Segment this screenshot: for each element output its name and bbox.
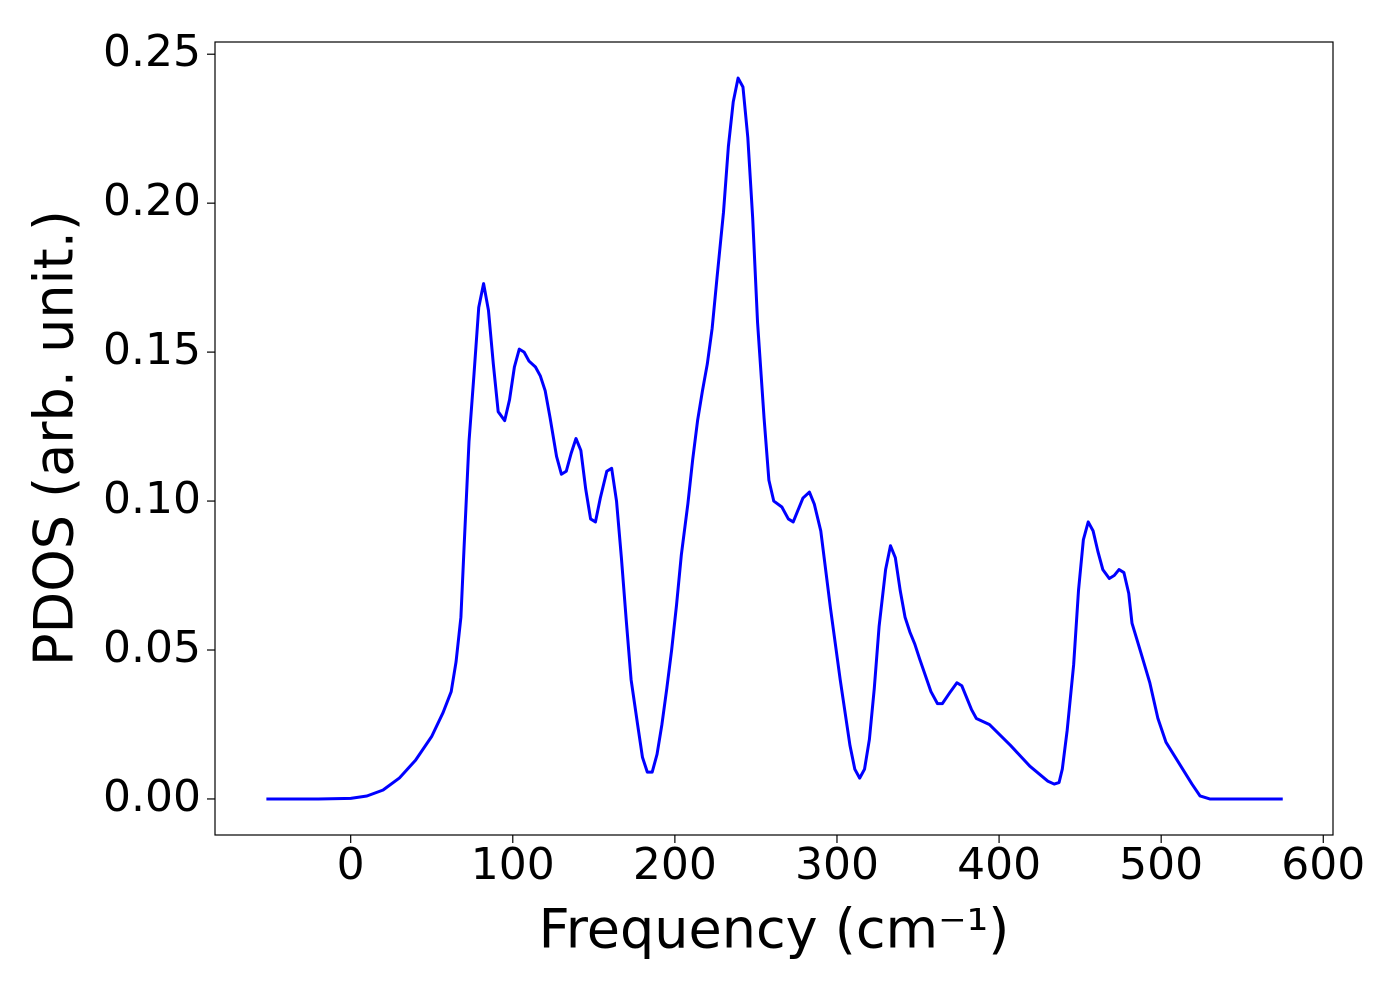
y-tick-label: 0.15 — [103, 324, 201, 375]
plot-frame — [214, 41, 1334, 836]
y-axis-label: PDOS (arb. unit.) — [23, 210, 86, 666]
y-tick-label: 0.00 — [103, 771, 201, 822]
x-tick-label: 300 — [795, 839, 879, 890]
x-tick-label: 500 — [1119, 839, 1203, 890]
x-tick-label: 400 — [957, 839, 1041, 890]
data-line — [266, 76, 1283, 801]
x-tick-label: 0 — [337, 839, 365, 890]
y-tick-label: 0.25 — [103, 26, 201, 77]
y-tick-label: 0.20 — [103, 175, 201, 226]
y-tick-label: 0.10 — [103, 473, 201, 524]
x-axis-label: Frequency (cm⁻¹) — [539, 898, 1010, 961]
y-tick-label: 0.05 — [103, 622, 201, 673]
x-tick-label: 200 — [633, 839, 717, 890]
x-tick-label: 100 — [471, 839, 555, 890]
x-tick-label: 600 — [1281, 839, 1365, 890]
